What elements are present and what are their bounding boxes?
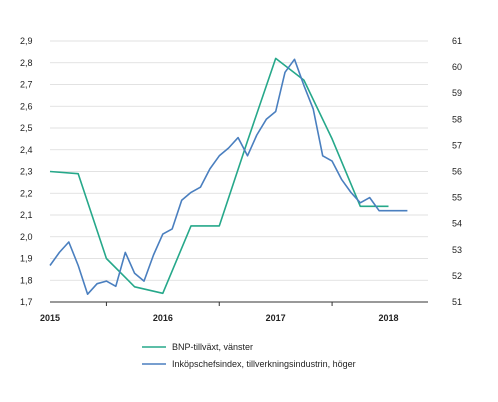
legend-label-gdp: BNP-tillväxt, vänster [172, 342, 253, 352]
right-tick-label: 54 [452, 219, 462, 229]
left-tick-label: 2,9 [20, 36, 33, 46]
right-tick-label: 51 [452, 297, 462, 307]
right-tick-label: 60 [452, 62, 462, 72]
left-tick-label: 2,7 [20, 80, 33, 90]
x-axis: 2015 2016 2017 2018 [40, 301, 428, 323]
left-tick-label: 2,8 [20, 58, 33, 68]
left-tick-label: 1,7 [20, 297, 33, 307]
right-tick-label: 59 [452, 88, 462, 98]
x-tick-label: 2015 [40, 313, 60, 323]
left-tick-label: 2,5 [20, 123, 33, 133]
x-tick-label: 2017 [266, 313, 286, 323]
left-tick-label: 2,6 [20, 101, 33, 111]
right-tick-label: 55 [452, 193, 462, 203]
left-tick-label: 2,1 [20, 210, 33, 220]
x-tick-label: 2016 [153, 313, 173, 323]
x-tick-label: 2018 [378, 313, 398, 323]
left-tick-label: 1,9 [20, 254, 33, 264]
left-tick-label: 2,2 [20, 188, 33, 198]
legend-label-pmi: Inköpschefsindex, tillverkningsindustrin… [172, 359, 356, 369]
left-tick-label: 2,3 [20, 167, 33, 177]
series-line-pmi [49, 58, 408, 296]
left-tick-label: 2,0 [20, 232, 33, 242]
legend: BNP-tillväxt, vänster Inköpschefsindex, … [142, 342, 356, 369]
right-tick-label: 53 [452, 245, 462, 255]
left-tick-label: 1,8 [20, 275, 33, 285]
right-tick-label: 52 [452, 271, 462, 281]
left-tick-label: 2,4 [20, 145, 33, 155]
left-axis-ticks: 1,7 1,8 1,9 2,0 2,1 2,2 2,3 2,4 2,5 2,6 2,7 2,8 2,9 [20, 36, 33, 307]
series-line-gdp [49, 57, 389, 295]
right-tick-label: 58 [452, 114, 462, 124]
right-tick-label: 56 [452, 167, 462, 177]
right-tick-label: 57 [452, 140, 462, 150]
right-axis-ticks: 51 52 53 54 55 56 57 58 59 60 61 [452, 36, 462, 307]
series-lines [49, 57, 408, 296]
right-tick-label: 61 [452, 36, 462, 46]
gridlines [50, 40, 428, 281]
